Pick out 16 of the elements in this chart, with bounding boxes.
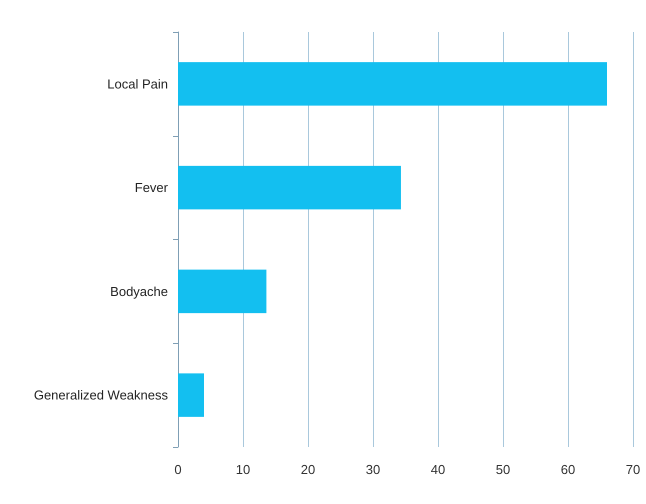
bar [178,62,607,106]
x-tick-label: 0 [174,462,182,477]
x-tick-label: 50 [496,462,510,477]
y-tick-label: Local Pain [107,76,168,92]
x-tick-label: 40 [430,462,446,477]
bar [178,166,401,210]
y-tick-label: Generalized Weakness [34,388,168,403]
x-tick-label: 10 [236,462,250,477]
y-tick-label: Fever [134,180,169,196]
x-tick-label: 20 [300,462,316,477]
x-tick-label: 30 [366,462,380,477]
x-tick-label: 60 [560,462,576,477]
y-tick-label: Bodyache [110,284,168,299]
bar [178,373,204,417]
x-tick-label: 70 [626,462,640,477]
bar [178,270,266,314]
